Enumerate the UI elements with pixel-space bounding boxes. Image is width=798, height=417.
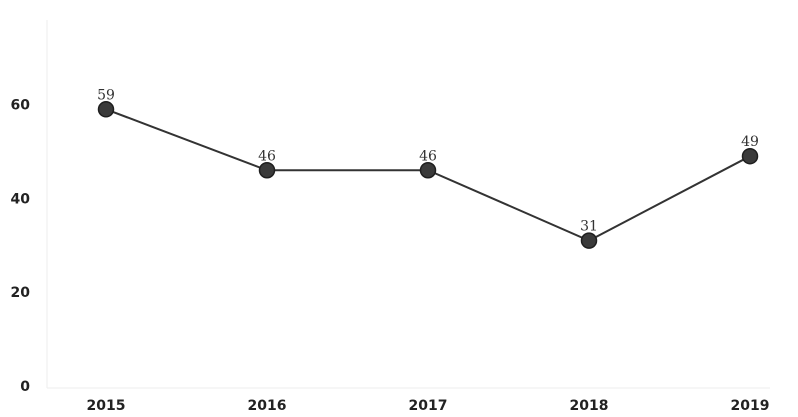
data-label: 46 <box>419 148 437 164</box>
y-tick-label: 40 <box>11 191 31 207</box>
x-tick-label: 2015 <box>87 398 126 414</box>
data-label: 31 <box>580 219 598 235</box>
data-point <box>580 232 598 249</box>
data-point <box>741 147 759 165</box>
y-tick-label: 0 <box>20 379 30 395</box>
data-point <box>97 101 115 118</box>
y-axis-ticks: 0 20 40 60 <box>11 98 31 395</box>
data-point <box>419 162 437 179</box>
x-tick-label: 2016 <box>248 398 287 414</box>
x-axis-ticks: 2015 2016 2017 2018 2019 <box>87 398 770 414</box>
x-tick-label: 2019 <box>731 398 770 414</box>
x-tick-label: 2017 <box>409 398 448 414</box>
x-tick-label: 2018 <box>570 398 609 414</box>
y-tick-label: 20 <box>11 285 31 301</box>
series-group: 59 46 46 31 49 <box>97 87 759 249</box>
y-tick-label: 60 <box>11 98 31 114</box>
data-label: 59 <box>97 87 115 103</box>
data-label: 49 <box>741 134 759 150</box>
data-label: 46 <box>258 148 276 164</box>
data-point <box>258 162 276 179</box>
